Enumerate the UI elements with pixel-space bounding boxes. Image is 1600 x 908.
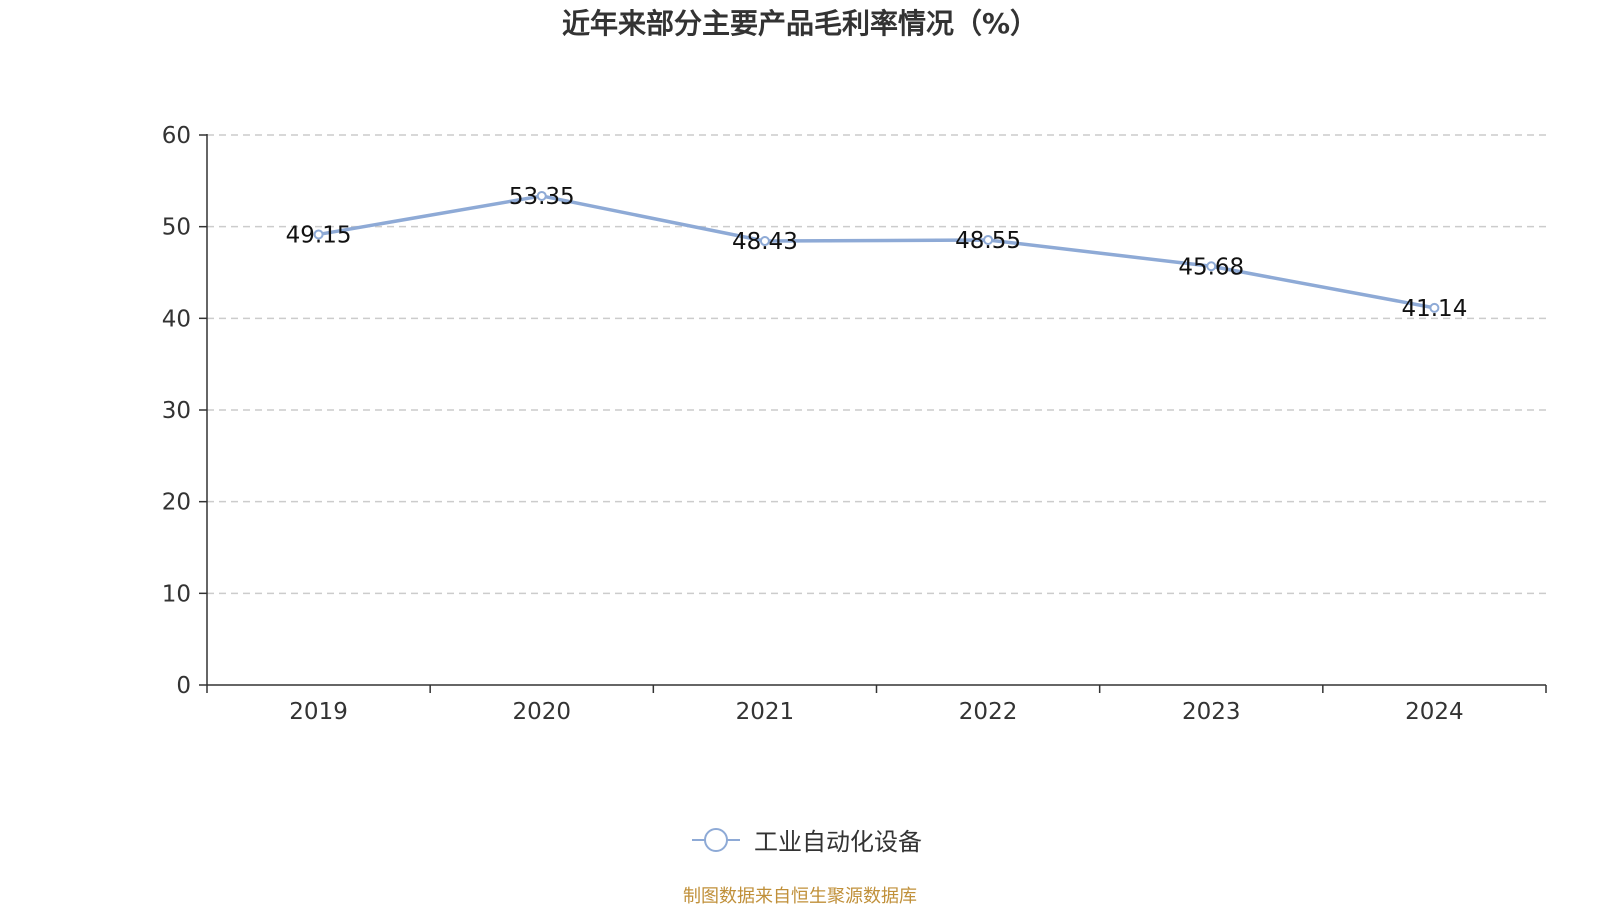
data-point: [313, 229, 324, 240]
data-label: 41.14: [1401, 296, 1467, 322]
legend[interactable]: 工业自动化设备: [0, 822, 1600, 862]
data-point: [1206, 261, 1217, 272]
data-point: [759, 236, 770, 247]
y-tick-label: 20: [162, 490, 191, 516]
y-tick-label: 60: [162, 123, 191, 149]
data-label: 49.15: [286, 222, 352, 248]
x-tick-label: 2022: [959, 699, 1018, 725]
y-tick-label: 30: [162, 398, 191, 424]
data-point: [536, 190, 547, 201]
data-label: 45.68: [1178, 254, 1244, 280]
gridlines: [207, 134, 1546, 595]
x-tick-label: 2023: [1182, 699, 1241, 725]
y-tick-label: 10: [162, 581, 191, 607]
data-point: [1429, 302, 1440, 313]
data-labels: 49.15 53.35 48.43 48.55 45.68 41.14: [286, 184, 1468, 322]
data-label: 53.35: [509, 184, 575, 210]
x-tick-label: 2020: [512, 699, 571, 725]
data-label: 48.55: [955, 228, 1021, 254]
legend-label: 工业自动化设备: [754, 828, 922, 856]
x-tick-label: 2019: [289, 699, 348, 725]
y-tick-label: 0: [176, 673, 191, 699]
y-tick-label: 50: [162, 215, 191, 241]
data-label: 48.43: [732, 229, 798, 255]
x-tick-label: 2021: [736, 699, 795, 725]
x-tick-label: 2024: [1405, 699, 1464, 725]
axes: 0 10 20 30 40 50 60 2019 2020 2021 2022 2023 2024: [162, 123, 1547, 725]
source-note: 制图数据来自恒生聚源数据库: [683, 886, 917, 907]
data-point: [983, 234, 994, 245]
legend-marker-icon: [692, 827, 740, 852]
y-tick-label: 40: [162, 306, 191, 332]
series-lines: [313, 190, 1440, 313]
chart-title: 近年来部分主要产品毛利率情况（%）: [561, 7, 1039, 40]
series-line: [318, 194, 1435, 310]
